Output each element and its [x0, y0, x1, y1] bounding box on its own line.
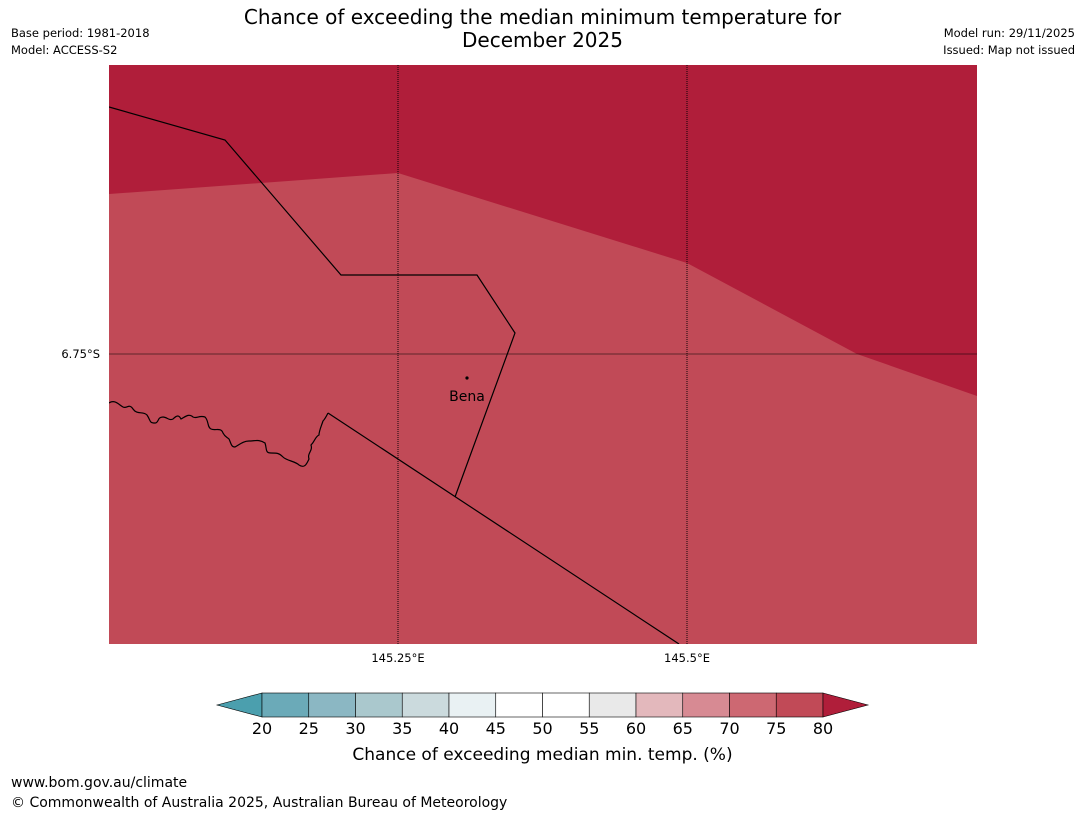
map-title: Chance of exceeding the median minimum t…	[0, 6, 1085, 52]
colorbar-tick-80: 80	[812, 719, 834, 738]
colorbar-tick-60: 60	[625, 719, 647, 738]
colorbar-bin-25-30	[308, 692, 356, 718]
place-label-bena: Bena	[449, 389, 485, 405]
header-meta-left: Base period: 1981-2018 Model: ACCESS-S2	[11, 25, 150, 59]
colorbar-tick-50: 50	[532, 719, 553, 738]
lon-label-145-5: 145.5°E	[664, 651, 710, 665]
colorbar-label: Chance of exceeding median min. temp. (%…	[352, 745, 733, 765]
colorbar-bin-35-40	[401, 692, 450, 718]
colorbar-bin-50-55	[542, 692, 590, 718]
colorbar-bin-65-70	[682, 692, 730, 718]
header-meta-right: Model run: 29/11/2025 Issued: Map not is…	[943, 25, 1075, 59]
colorbar-bin-60-65	[635, 692, 684, 718]
model-text: Model: ACCESS-S2	[11, 43, 118, 57]
bena-marker[interactable]	[465, 376, 469, 380]
colorbar-tick-25: 25	[298, 719, 319, 738]
province-boundary	[327, 412, 680, 644]
model-run-text: Model run: 29/11/2025	[943, 26, 1075, 40]
region-80-plus	[109, 65, 977, 396]
colorbar-tick-55: 55	[579, 719, 600, 738]
base-period-text: Base period: 1981-2018	[11, 26, 150, 40]
lon-label-145-25: 145.25°E	[371, 651, 425, 665]
colorbar-low-extension	[215, 692, 263, 718]
colorbar-tick-65: 65	[672, 719, 693, 738]
coastline-boundary	[109, 401, 329, 467]
issued-text: Issued: Map not issued	[943, 43, 1075, 57]
colorbar-bin-40-45	[448, 692, 497, 718]
colorbar-tick-20: 20	[251, 719, 273, 738]
lat-label: 6.75°S	[61, 347, 100, 361]
colorbar-bin-55-60	[588, 692, 637, 718]
footer-url[interactable]: www.bom.gov.au/climate	[11, 775, 188, 791]
colorbar-tick-75: 75	[766, 719, 787, 738]
colorbar-high-extension	[822, 692, 870, 718]
colorbar-bin-45-50	[495, 692, 543, 718]
colorbar-bin-30-35	[355, 692, 403, 718]
colorbar-tick-45: 45	[485, 719, 506, 738]
district-boundary	[109, 106, 516, 498]
colorbar-tick-35: 35	[392, 719, 413, 738]
colorbar-tick-30: 30	[345, 719, 366, 738]
colorbar-tick-40: 40	[438, 719, 460, 738]
colorbar-bin-70-75	[729, 692, 777, 718]
title-line-2: December 2025	[462, 28, 623, 52]
colorbar-tick-70: 70	[719, 719, 740, 738]
colorbar-bin-75-80	[775, 692, 824, 718]
title-line-1: Chance of exceeding the median minimum t…	[243, 5, 842, 29]
forecast-map[interactable]: Bena	[109, 65, 977, 644]
colorbar-bin-20-25	[261, 692, 310, 718]
footer-copyright: © Commonwealth of Australia 2025, Austra…	[11, 795, 508, 811]
colorbar	[215, 692, 870, 718]
